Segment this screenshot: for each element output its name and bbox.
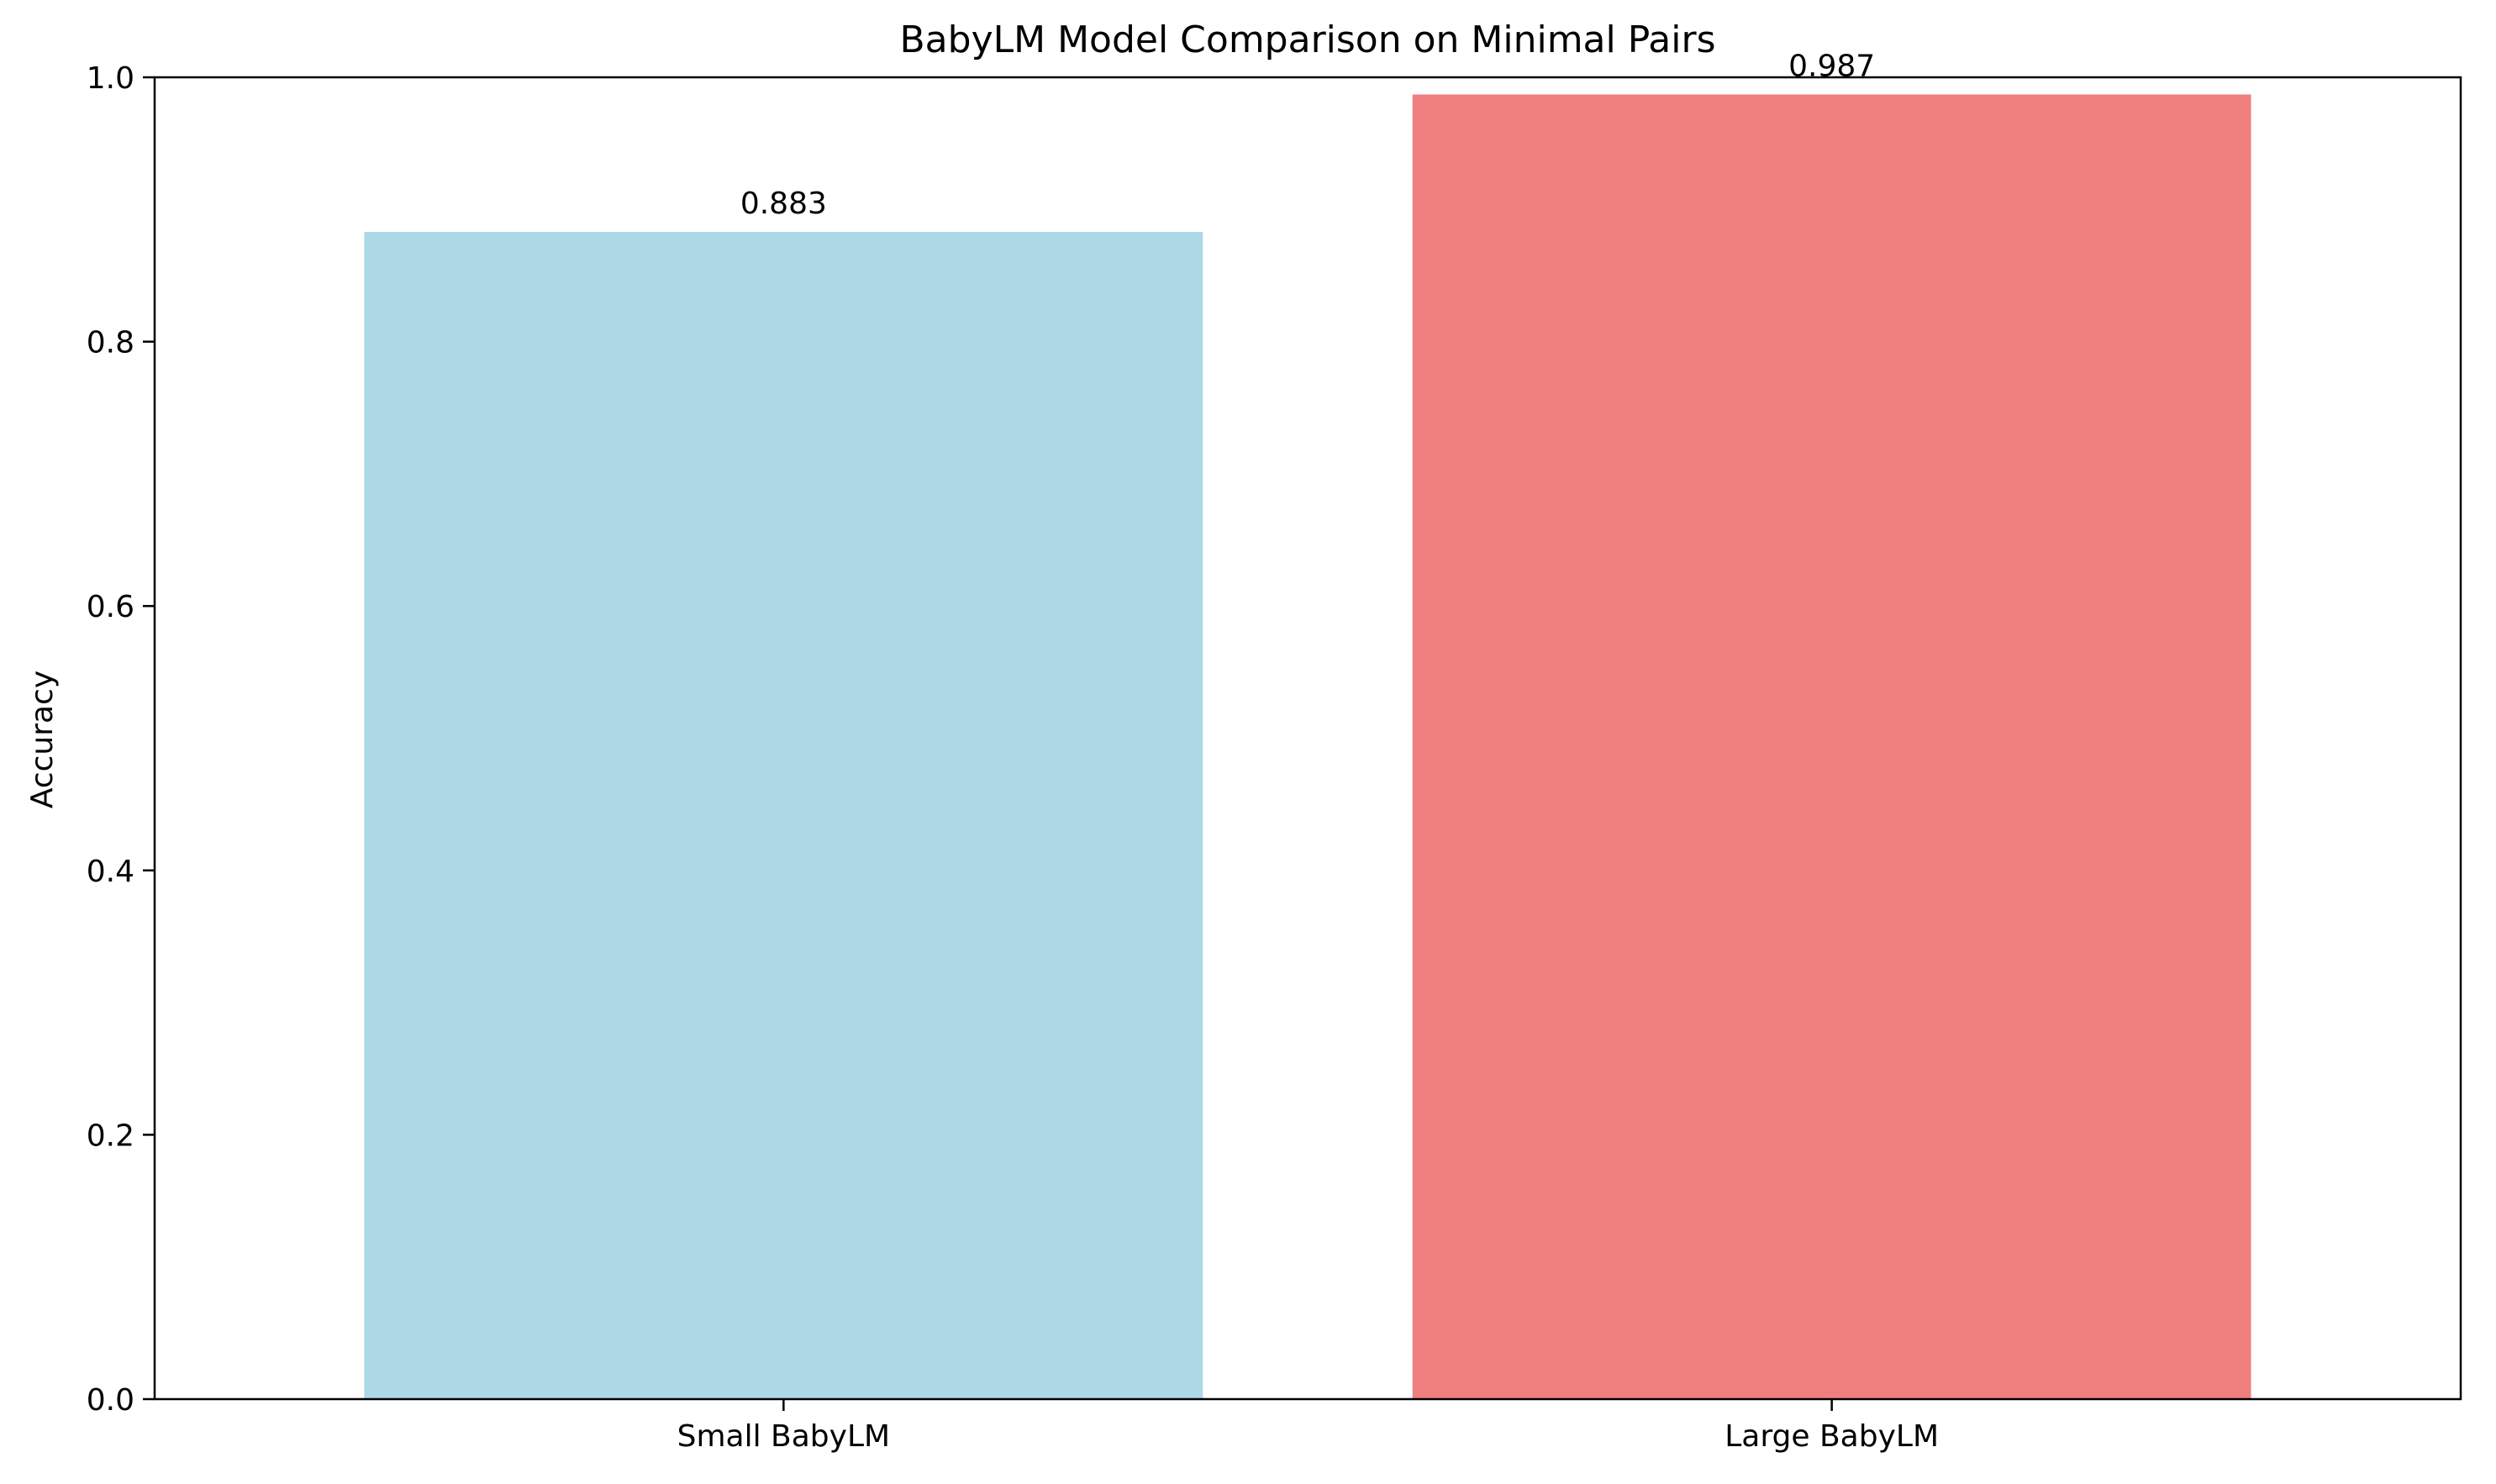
- y-tick-label: 0.4: [87, 855, 134, 889]
- y-tick-label: 0.8: [87, 326, 134, 360]
- bar-small-babylm: [364, 232, 1203, 1399]
- y-tick-label: 0.6: [87, 590, 134, 624]
- x-tick-label: Small BabyLM: [677, 1419, 890, 1454]
- x-tick-label: Large BabyLM: [1725, 1419, 1939, 1454]
- y-tick-label: 0.0: [87, 1383, 134, 1418]
- y-tick-label: 1.0: [87, 61, 134, 96]
- chart-title: BabyLM Model Comparison on Minimal Pairs: [900, 18, 1716, 61]
- y-axis-ticks: 0.0 0.2 0.4 0.6 0.8 1.0: [87, 61, 155, 1418]
- y-tick-label: 0.2: [87, 1118, 134, 1153]
- bar-large-babylm: [1412, 94, 2251, 1400]
- y-axis-label: Accuracy: [25, 671, 60, 808]
- bar-value-label: 0.883: [740, 187, 827, 221]
- bar-value-label: 0.987: [1788, 49, 1875, 83]
- x-axis-ticks: Small BabyLM Large BabyLM: [677, 1399, 1939, 1454]
- plot-frame: [153, 76, 2462, 1401]
- bars-group: [364, 94, 2251, 1400]
